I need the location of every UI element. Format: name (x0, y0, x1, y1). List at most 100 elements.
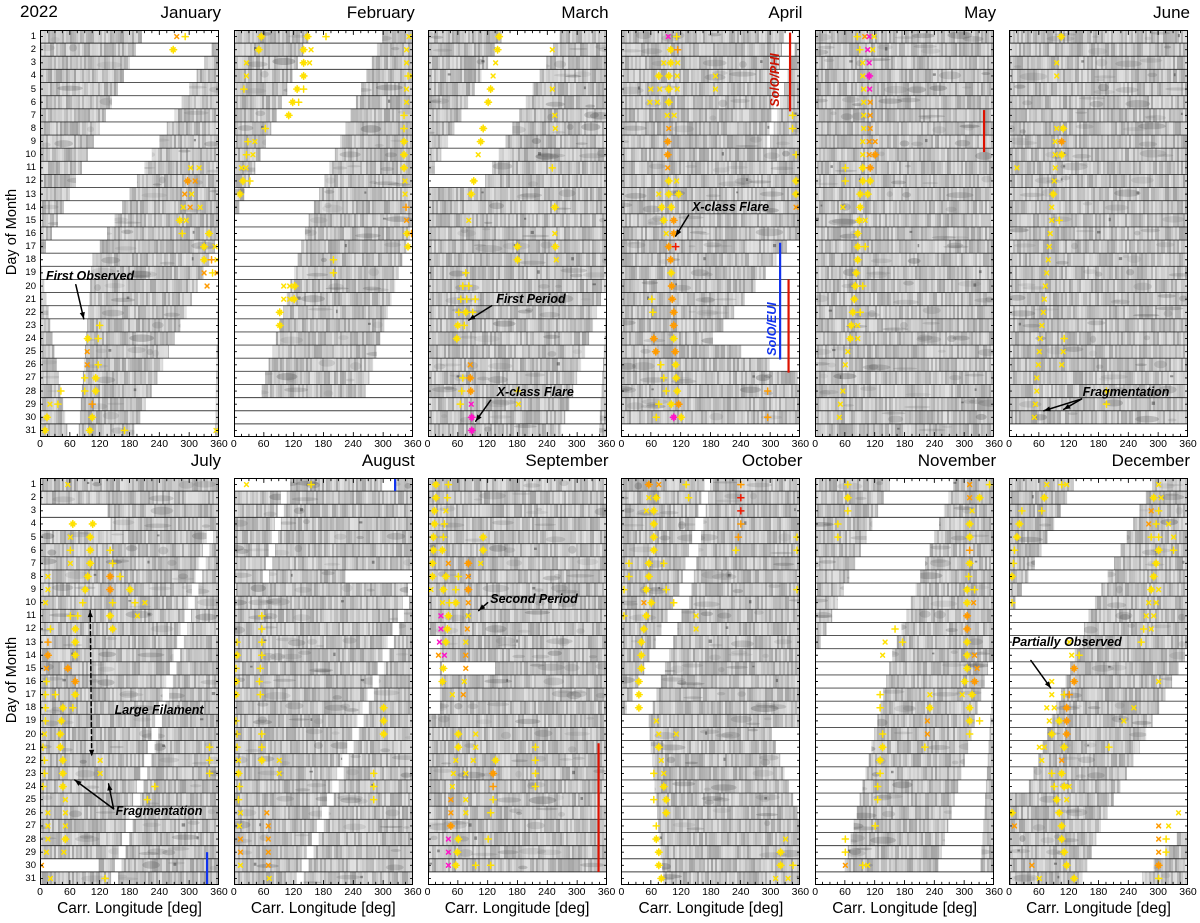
synoptic-map-canvas-november (815, 478, 995, 885)
x-tick-label: 0 (424, 886, 431, 898)
annotation-x-class-flare: X-class Flare (496, 385, 574, 400)
x-tick-label: 180 (702, 438, 720, 450)
day-tick-label: 13 (25, 188, 36, 200)
day-tick-label: 10 (25, 597, 36, 609)
panel-january: January 0 60 120 180 240 300 360 1 2 3 4 5 6 7 8 9 10 11 1… (25, 3, 227, 450)
month-title-february: February (346, 3, 415, 22)
x-tick-label: 0 (618, 886, 625, 898)
x-tick-label: 180 (508, 438, 526, 450)
synoptic-map-canvas-january (40, 30, 219, 437)
x-tick-label: 360 (404, 886, 422, 898)
panel-july: July 0 60 120 180 240 300 360 1 2 3 4 5 6 7 8 9 10 11 12 13… (25, 451, 227, 917)
panel-september: September 0 60 120 180 240 300 360 Carr. Longit… (425, 451, 616, 917)
day-tick-label: 11 (26, 610, 36, 622)
x-tick-label: 120 (478, 438, 497, 450)
panel-overlay-april: 0 60 120 180 240 300 360 X-class Flare SolO/PHI S… (618, 30, 809, 450)
day-tick-label: 7 (30, 557, 36, 569)
panel-overlay-december: 0 60 120 180 240 300 360 Carr. Longitude [deg] P… (1006, 478, 1197, 917)
month-title-may: May (964, 3, 997, 22)
month-title-november: November (917, 451, 997, 470)
x-tick-label: 240 (344, 438, 362, 450)
x-tick-label: 0 (37, 438, 43, 450)
annotation-first-observed: First Observed (45, 268, 135, 283)
day-tick-label: 31 (25, 872, 36, 884)
synoptic-map-canvas-february (233, 30, 413, 437)
day-tick-label: 18 (25, 702, 36, 714)
x-tick-label: 180 (1089, 438, 1108, 450)
x-tick-label: 120 (284, 438, 303, 450)
day-tick-label: 2 (30, 492, 36, 504)
x-tick-label: 240 (1119, 886, 1138, 898)
day-tick-label: 14 (25, 201, 36, 213)
x-tick-label: 60 (63, 438, 76, 450)
day-tick-label: 26 (25, 807, 36, 819)
x-tick-label: 360 (597, 438, 616, 450)
x-tick-label: 180 (314, 438, 333, 450)
day-tick-label: 19 (25, 267, 36, 279)
day-tick-label: 12 (25, 175, 36, 187)
x-tick-label: 300 (955, 886, 974, 898)
day-tick-label: 5 (30, 83, 36, 95)
x-tick-label: 120 (284, 886, 303, 898)
x-tick-label: 360 (791, 886, 810, 898)
panel-october: October 0 60 120 180 240 300 360 Carr. Longitud… (618, 451, 809, 917)
synoptic-map-canvas-april (621, 30, 801, 437)
day-tick-label: 20 (25, 728, 36, 740)
annotation-fragmentation: Fragmentation (115, 804, 203, 819)
x-tick-label: 60 (1032, 886, 1045, 898)
panel-may: May 0 60 120 180 240 300 360 (812, 3, 1003, 450)
x-tick-label: 120 (672, 886, 690, 898)
x-tick-label: 360 (985, 886, 1003, 898)
x-axis-title: Carr. Longitude [deg] (638, 900, 784, 917)
day-tick-label: 26 (25, 359, 36, 371)
synoptic-map-canvas-september (427, 478, 607, 885)
x-tick-label: 60 (451, 886, 464, 898)
x-tick-label: 60 (257, 886, 270, 898)
day-tick-label: 14 (25, 649, 36, 661)
month-title-september: September (525, 451, 609, 470)
x-tick-label: 120 (866, 438, 884, 450)
x-tick-label: 300 (180, 438, 198, 450)
x-tick-label: 240 (731, 886, 750, 898)
day-tick-label: 23 (25, 319, 36, 331)
x-tick-label: 240 (538, 886, 556, 898)
x-tick-label: 60 (63, 886, 76, 898)
x-tick-label: 300 (955, 438, 974, 450)
day-tick-label: 25 (25, 346, 36, 358)
x-tick-label: 360 (1179, 438, 1197, 450)
x-tick-label: 60 (839, 886, 851, 898)
x-tick-label: 0 (1006, 438, 1012, 450)
day-tick-label: 4 (30, 70, 36, 82)
day-tick-label: 12 (25, 623, 36, 635)
x-tick-label: 300 (374, 886, 392, 898)
x-tick-label: 120 (1059, 438, 1078, 450)
x-tick-label: 360 (404, 438, 422, 450)
panel-march: March 0 60 120 180 240 300 360 First Period X-cl… (425, 3, 616, 450)
panel-april: April 0 60 120 180 240 300 360 X-class Flare Sol… (618, 3, 809, 450)
x-tick-label: 180 (120, 886, 139, 898)
x-tick-label: 240 (925, 438, 944, 450)
x-tick-label: 180 (120, 438, 139, 450)
x-tick-label: 300 (1149, 438, 1167, 450)
panel-overlay-february: 0 60 120 180 240 300 360 (231, 30, 422, 450)
panel-overlay-august: 0 60 120 180 240 300 360 Carr. Longitude [deg] (231, 478, 422, 917)
x-tick-label: 180 (702, 886, 720, 898)
annotation-second-period: Second Period (490, 591, 578, 606)
year-label: 2022 (20, 2, 58, 21)
month-title-june: June (1153, 3, 1190, 22)
x-tick-label: 120 (478, 886, 497, 898)
x-axis-title: Carr. Longitude [deg] (1026, 900, 1171, 917)
x-tick-label: 240 (1119, 438, 1138, 450)
panel-overlay-june: 0 60 120 180 240 300 360 Fragmentation (1006, 30, 1197, 450)
day-tick-label: 5 (30, 531, 36, 543)
x-tick-label: 360 (210, 886, 228, 898)
panel-august: August 0 60 120 180 240 300 360 Carr. Longitude… (231, 451, 422, 917)
day-tick-label: 15 (25, 662, 36, 674)
x-tick-label: 300 (567, 886, 586, 898)
x-tick-label: 360 (791, 438, 810, 450)
x-tick-label: 240 (150, 438, 169, 450)
x-tick-label: 0 (424, 438, 431, 450)
day-tick-label: 2 (30, 44, 36, 56)
x-tick-label: 0 (1006, 886, 1012, 898)
panel-december: December 0 60 120 180 240 300 360 Carr. Longitu… (1006, 451, 1197, 917)
